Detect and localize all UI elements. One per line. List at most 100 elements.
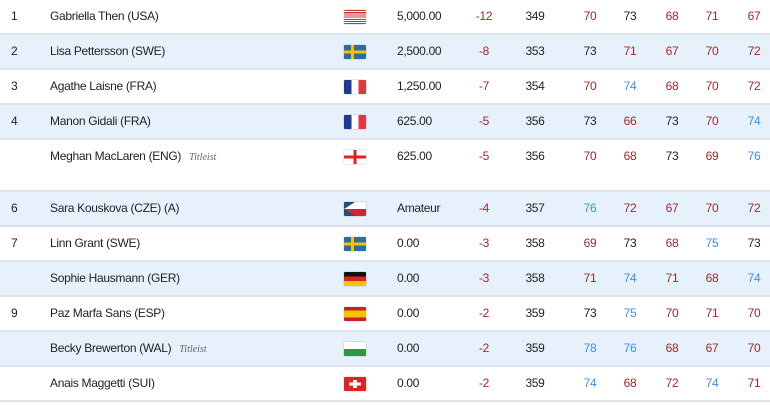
player-name[interactable]: Linn Grant (SWE) — [50, 236, 140, 250]
to-par-cell: -2 — [478, 376, 490, 390]
round-5-score: 72 — [747, 44, 761, 58]
position-cell: 7 — [11, 236, 18, 250]
flag-swe-icon — [344, 237, 366, 251]
player-name-cell[interactable]: Becky Brewerton (WAL) Titleist — [50, 332, 207, 365]
player-name[interactable]: Sara Kouskova (CZE) (A) — [50, 201, 180, 215]
player-name-cell[interactable]: Sophie Hausmann (GER) — [50, 262, 180, 295]
total-score-cell: 358 — [525, 271, 545, 285]
total-score-cell: 359 — [525, 341, 545, 355]
round-2-score: 72 — [623, 201, 637, 215]
player-name-cell[interactable]: Lisa Pettersson (SWE) — [50, 35, 165, 68]
to-par-cell: -4 — [478, 201, 490, 215]
player-name[interactable]: Gabriella Then (USA) — [50, 9, 159, 23]
table-row[interactable]: 9 Paz Marfa Sans (ESP) 0.00 -2 359 73 75 70 71 70 — [0, 297, 770, 332]
flag-eng-icon — [344, 150, 366, 164]
prize-money-cell: 2,500.00 — [397, 44, 442, 58]
round-3-score: 68 — [665, 341, 679, 355]
total-score-cell: 356 — [525, 114, 545, 128]
round-5-score: 72 — [747, 201, 761, 215]
round-1-score: 73 — [583, 306, 597, 320]
flag-swe-icon — [344, 45, 366, 59]
round-3-score: 72 — [665, 376, 679, 390]
player-name-cell[interactable]: Meghan MacLaren (ENG) Titleist — [50, 140, 216, 173]
round-5-score: 72 — [747, 79, 761, 93]
round-1-score: 70 — [583, 149, 597, 163]
table-row[interactable]: 7 Linn Grant (SWE) 0.00 -3 358 69 73 68 75 73 — [0, 227, 770, 262]
prize-money-cell: 5,000.00 — [397, 9, 442, 23]
to-par-cell: -12 — [475, 9, 493, 23]
round-2-score: 71 — [623, 44, 637, 58]
player-name-cell[interactable]: Linn Grant (SWE) — [50, 227, 140, 260]
player-name[interactable]: Sophie Hausmann (GER) — [50, 271, 180, 285]
flag-usa-icon — [344, 10, 366, 24]
player-name-cell[interactable]: Manon Gidali (FRA) — [50, 105, 151, 138]
table-row[interactable]: Becky Brewerton (WAL) Titleist 0.00 -2 359 78… — [0, 332, 770, 367]
prize-money-cell: 0.00 — [397, 306, 420, 320]
table-row[interactable]: 4 Manon Gidali (FRA) 625.00 -5 356 73 66 73 70 74 — [0, 105, 770, 140]
round-5-score: 74 — [747, 271, 761, 285]
round-3-score: 68 — [665, 79, 679, 93]
round-4-score: 70 — [705, 79, 719, 93]
round-1-score: 74 — [583, 376, 597, 390]
player-name-cell[interactable]: Agathe Laisne (FRA) — [50, 70, 157, 103]
table-row[interactable]: 2 Lisa Pettersson (SWE) 2,500.00 -8 353 73 71 6… — [0, 35, 770, 70]
player-name[interactable]: Meghan MacLaren (ENG) — [50, 149, 182, 163]
position-cell: 4 — [11, 114, 18, 128]
position-cell: 3 — [11, 79, 18, 93]
flag-esp-icon — [344, 307, 366, 321]
player-name[interactable]: Agathe Laisne (FRA) — [50, 79, 157, 93]
round-3-score: 73 — [665, 114, 679, 128]
to-par-cell: -5 — [478, 149, 490, 163]
position-cell: 2 — [11, 44, 18, 58]
flag-fra-icon — [344, 80, 366, 94]
total-score-cell: 356 — [525, 149, 545, 163]
table-row[interactable]: 6 Sara Kouskova (CZE) (A) Amateur -4 357 76 72… — [0, 192, 770, 227]
table-row[interactable]: 1 Gabriella Then (USA) 5,000.00 -12 349 70 73 6… — [0, 0, 770, 35]
player-name-cell[interactable]: Anais Maggetti (SUI) — [50, 367, 155, 400]
player-name-cell[interactable]: Sara Kouskova (CZE) (A) — [50, 192, 179, 225]
to-par-cell: -2 — [478, 306, 490, 320]
round-1-score: 73 — [583, 114, 597, 128]
round-4-score: 74 — [705, 376, 719, 390]
player-name[interactable]: Paz Marfa Sans (ESP) — [50, 306, 165, 320]
round-4-score: 68 — [705, 271, 719, 285]
player-name-cell[interactable]: Gabriella Then (USA) — [50, 0, 159, 33]
round-5-score: 67 — [747, 9, 761, 23]
table-row[interactable]: Anais Maggetti (SUI) 0.00 -2 359 74 68 72 74 71 — [0, 367, 770, 402]
round-3-score: 70 — [665, 306, 679, 320]
prize-money-cell: 625.00 — [397, 149, 432, 163]
table-row[interactable]: Sophie Hausmann (GER) 0.00 -3 358 71 74 71 68 74 — [0, 262, 770, 297]
table-row[interactable]: 3 Agathe Laisne (FRA) 1,250.00 -7 354 70 74 68 7… — [0, 70, 770, 105]
round-1-score: 70 — [583, 9, 597, 23]
total-score-cell: 359 — [525, 306, 545, 320]
round-5-score: 76 — [747, 149, 761, 163]
flag-ger-icon — [344, 272, 366, 286]
player-name[interactable]: Manon Gidali (FRA) — [50, 114, 151, 128]
player-name[interactable]: Lisa Pettersson (SWE) — [50, 44, 166, 58]
flag-sui-icon — [344, 377, 366, 391]
to-par-cell: -5 — [478, 114, 490, 128]
flag-fra-icon — [344, 115, 366, 129]
position-cell: 9 — [11, 306, 18, 320]
round-4-score: 70 — [705, 201, 719, 215]
to-par-cell: -7 — [478, 79, 490, 93]
player-name[interactable]: Anais Maggetti (SUI) — [50, 376, 155, 390]
round-5-score: 74 — [747, 114, 761, 128]
to-par-cell: -3 — [478, 271, 490, 285]
prize-money-cell: 0.00 — [397, 236, 420, 250]
prize-money-cell: 1,250.00 — [397, 79, 442, 93]
round-5-score: 71 — [747, 376, 761, 390]
round-1-score: 70 — [583, 79, 597, 93]
round-3-score: 71 — [665, 271, 679, 285]
titleist-logo: Titleist — [179, 344, 207, 355]
round-2-score: 76 — [623, 341, 637, 355]
flag-cze-icon — [344, 202, 366, 216]
table-row[interactable]: Meghan MacLaren (ENG) Titleist 625.00 -5 356… — [0, 140, 770, 192]
round-4-score: 67 — [705, 341, 719, 355]
position-cell: 1 — [11, 9, 18, 23]
round-2-score: 74 — [623, 271, 637, 285]
player-name[interactable]: Becky Brewerton (WAL) — [50, 341, 172, 355]
round-1-score: 73 — [583, 44, 597, 58]
round-4-score: 70 — [705, 114, 719, 128]
player-name-cell[interactable]: Paz Marfa Sans (ESP) — [50, 297, 165, 330]
